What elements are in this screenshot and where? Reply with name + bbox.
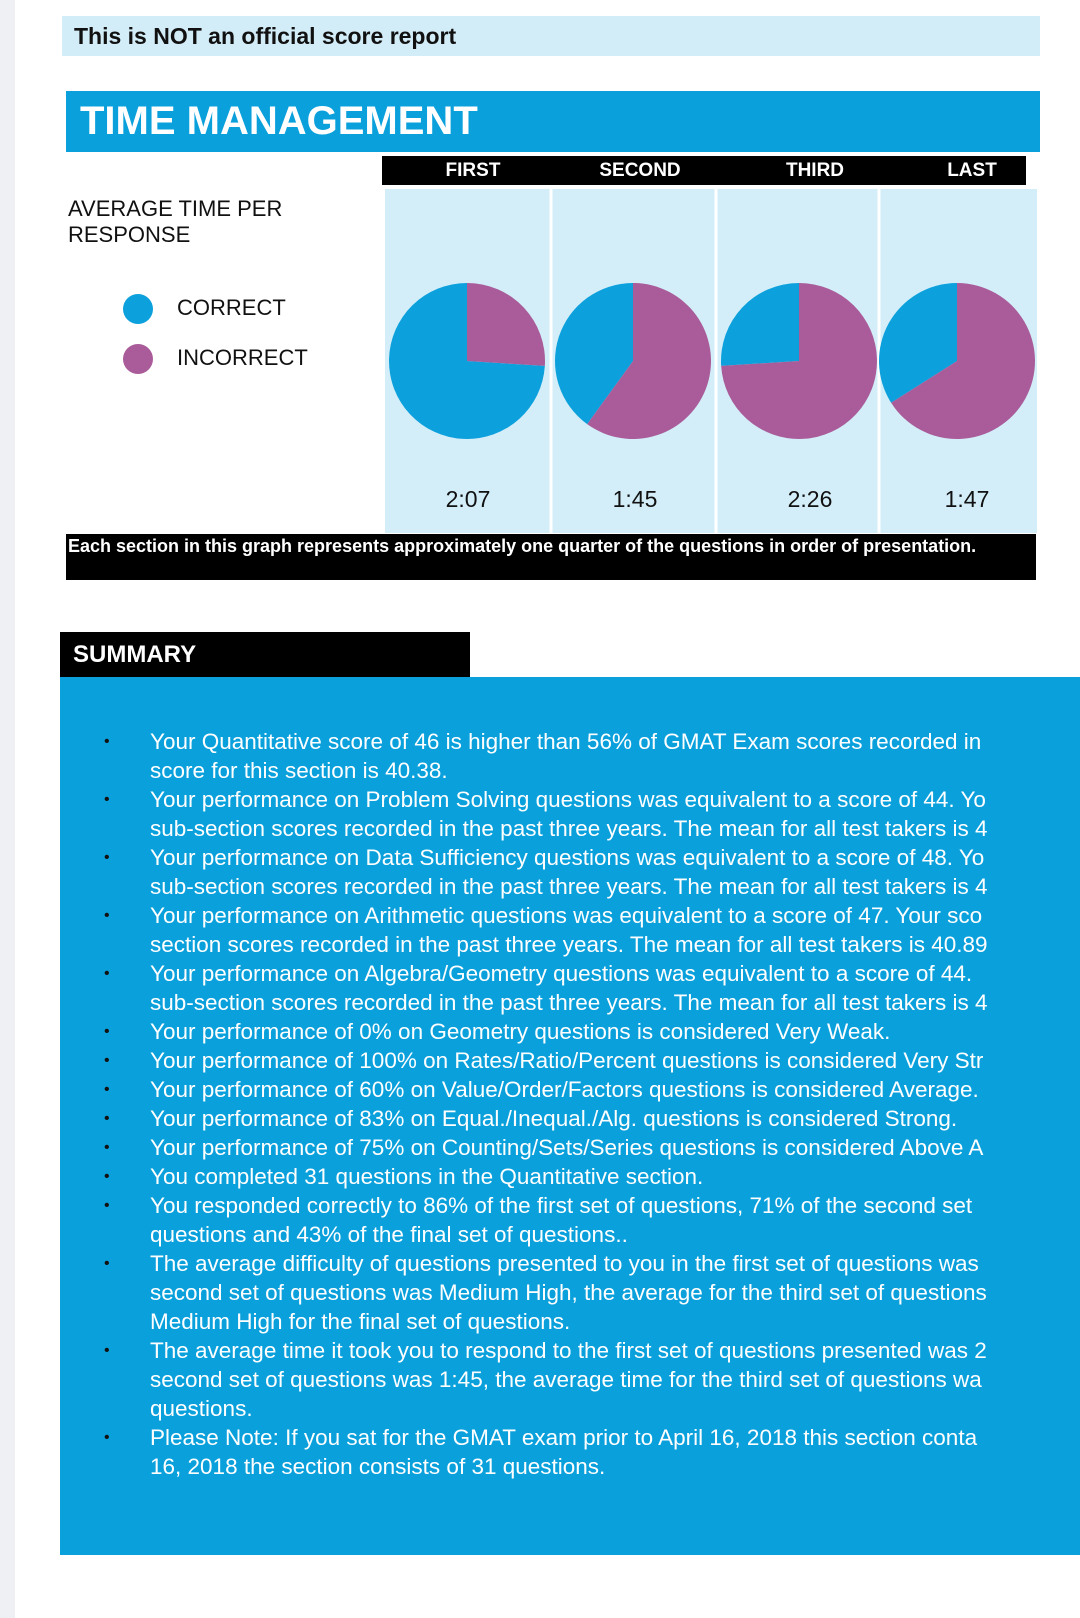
pie-charts: FIRST 2:07 SECOND 1:45 THIRD 2:26 LAST 1:47 CORR… — [123, 156, 1037, 533]
section-title: TIME MANAGEMENT — [66, 91, 1040, 152]
summary-line: Your performance on Arithmetic questions… — [150, 903, 983, 928]
summary-item: The average difficulty of questions pres… — [60, 1249, 1080, 1336]
summary-line: 16, 2018 the section consists of 31 ques… — [150, 1454, 606, 1479]
legend-label: CORRECT — [177, 295, 286, 320]
summary-line: score for this section is 40.38. — [150, 758, 448, 783]
summary-line: You completed 31 questions in the Quanti… — [150, 1164, 704, 1189]
time-label: 1:47 — [945, 486, 990, 512]
summary-line: Please Note: If you sat for the GMAT exa… — [150, 1425, 978, 1450]
summary-line: Your performance on Data Sufficiency que… — [150, 845, 985, 870]
side-strip — [0, 0, 15, 1618]
header-bar — [382, 156, 1026, 185]
summary-item: You completed 31 questions in the Quanti… — [60, 1162, 1080, 1191]
notice-bar: This is NOT an official score report — [62, 16, 1040, 56]
summary-line: questions. — [150, 1396, 253, 1421]
pie-slice — [721, 283, 877, 439]
summary-line: The average difficulty of questions pres… — [150, 1251, 979, 1276]
summary-item: The average time it took you to respond … — [60, 1336, 1080, 1423]
summary-line: second set of questions was Medium High,… — [150, 1280, 987, 1305]
summary-line: Medium High for the final set of questio… — [150, 1309, 571, 1334]
column-header: LAST — [947, 160, 997, 181]
summary-line: sub-section scores recorded in the past … — [150, 816, 988, 841]
pie-slice — [891, 283, 1035, 440]
summary-line: You responded correctly to 86% of the fi… — [150, 1193, 973, 1218]
summary-line: Your performance of 100% on Rates/Ratio/… — [150, 1048, 984, 1073]
summary-line: sub-section scores recorded in the past … — [150, 990, 988, 1015]
summary-item: Your performance of 75% on Counting/Sets… — [60, 1133, 1080, 1162]
summary-item: Your performance of 100% on Rates/Ratio/… — [60, 1046, 1080, 1075]
summary-line: second set of questions was 1:45, the av… — [150, 1367, 982, 1392]
summary-item: You responded correctly to 86% of the fi… — [60, 1191, 1080, 1249]
summary-line: Your performance of 75% on Counting/Sets… — [150, 1135, 984, 1160]
pie-slice — [388, 283, 545, 439]
summary-line: Your performance on Algebra/Geometry que… — [150, 961, 973, 986]
summary-list: Your Quantitative score of 46 is higher … — [60, 727, 1080, 1481]
summary-item: Your performance on Data Sufficiency que… — [60, 843, 1080, 901]
summary-line: Your performance of 0% on Geometry quest… — [150, 1019, 891, 1044]
legend-label: INCORRECT — [177, 345, 308, 370]
summary-line: Your performance of 83% on Equal./Inequa… — [150, 1106, 958, 1131]
summary-item: Your performance of 60% on Value/Order/F… — [60, 1075, 1080, 1104]
legend-swatch — [123, 294, 153, 324]
pie-slice — [467, 283, 545, 366]
summary-line: Your Quantitative score of 46 is higher … — [150, 729, 982, 754]
summary-item: Your performance of 83% on Equal./Inequa… — [60, 1104, 1080, 1133]
pie-slice — [587, 283, 711, 439]
summary-line: Your performance of 60% on Value/Order/F… — [150, 1077, 979, 1102]
column-header: FIRST — [446, 160, 501, 181]
pie-slice — [721, 283, 799, 366]
summary-line: sub-section scores recorded in the past … — [150, 874, 988, 899]
summary-line: section scores recorded in the past thre… — [150, 932, 988, 957]
pie-slice — [878, 283, 957, 403]
column-header: SECOND — [599, 160, 680, 181]
summary-item: Your performance on Problem Solving ques… — [60, 785, 1080, 843]
summary-item: Your performance on Algebra/Geometry que… — [60, 959, 1080, 1017]
summary-box: Your Quantitative score of 46 is higher … — [60, 677, 1080, 1555]
column-header: THIRD — [786, 160, 844, 181]
time-label: 1:45 — [613, 486, 658, 512]
summary-item: Your performance on Arithmetic questions… — [60, 901, 1080, 959]
chart-label: AVERAGE TIME PER RESPONSE — [68, 196, 283, 247]
pie-slice — [555, 283, 633, 425]
footnote: Each section in this graph represents ap… — [66, 534, 1036, 580]
summary-item: Your performance of 0% on Geometry quest… — [60, 1017, 1080, 1046]
time-label: 2:26 — [788, 486, 833, 512]
summary-line: The average time it took you to respond … — [150, 1338, 987, 1363]
summary-title: SUMMARY — [60, 632, 470, 677]
summary-item: Your Quantitative score of 46 is higher … — [60, 727, 1080, 785]
legend-swatch — [123, 344, 153, 374]
summary-line: Your performance on Problem Solving ques… — [150, 787, 986, 812]
summary-item: Please Note: If you sat for the GMAT exa… — [60, 1423, 1080, 1481]
time-label: 2:07 — [446, 486, 491, 512]
summary-line: questions and 43% of the final set of qu… — [150, 1222, 628, 1247]
